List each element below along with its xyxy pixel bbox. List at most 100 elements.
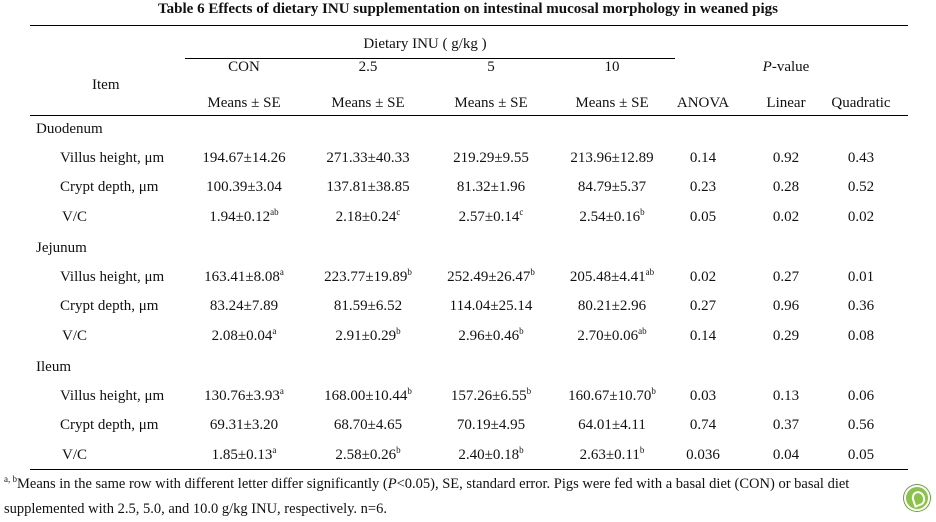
p-value-suffix: -value <box>771 59 810 75</box>
mean-se-text: 2.57±0.14 <box>458 209 520 225</box>
header-level-5: 5 <box>487 59 495 75</box>
linear-p-value: 0.27 <box>772 269 800 285</box>
row-label: Villus height, μm <box>60 150 165 166</box>
row-label: Crypt depth, μm <box>60 417 159 433</box>
significance-letter: b <box>530 267 535 277</box>
header-p-value: P-value <box>763 58 810 76</box>
mean-se-text: 219.29±9.55 <box>453 150 529 166</box>
mean-se-value: 157.26±6.55b <box>451 387 531 405</box>
mean-se-value: 130.76±3.93a <box>204 387 284 405</box>
mean-se-value: 100.39±3.04 <box>206 178 282 196</box>
mean-se-text: 1.94±0.12 <box>209 209 271 225</box>
anova-p-value: 0.036 <box>686 447 720 463</box>
linear-p-value: 0.29 <box>772 328 800 344</box>
mean-se-text: 137.81±38.85 <box>326 179 410 195</box>
group-rule <box>185 58 675 59</box>
significance-letter: b <box>407 267 412 277</box>
significance-letter: a <box>272 445 277 455</box>
mean-se-value: 2.40±0.18b <box>458 446 523 464</box>
mean-se-value: 160.67±10.70b <box>568 387 656 405</box>
mean-se-value: 252.49±26.47b <box>447 268 535 286</box>
mean-se-text: 114.04±25.14 <box>449 298 533 314</box>
mean-se-value: 168.00±10.44b <box>324 387 412 405</box>
significance-letter: ab <box>645 267 655 277</box>
anova-p-value: 0.03 <box>689 388 717 404</box>
mean-se-value: 81.32±1.96 <box>457 178 525 196</box>
mean-se-value: 80.21±2.96 <box>578 297 646 315</box>
anova-p-value: 0.23 <box>689 179 717 195</box>
p-italic: P <box>762 59 772 75</box>
mean-se-value: 223.77±19.89b <box>324 268 412 286</box>
row-label: Villus height, μm <box>60 388 165 404</box>
mean-se-value: 213.96±12.89 <box>570 149 653 167</box>
footnote-p-italic: P <box>387 476 397 492</box>
linear-p-value: 0.04 <box>772 447 800 463</box>
quadratic-p-value: 0.08 <box>847 328 875 344</box>
row-label: V/C <box>62 209 88 225</box>
mean-se-text: 252.49±26.47 <box>447 269 531 285</box>
linear-p-value: 0.92 <box>772 150 800 166</box>
significance-letter: c <box>519 207 524 217</box>
header-level-10: 10 <box>604 59 620 75</box>
mean-se-text: 81.32±1.96 <box>456 179 526 195</box>
quadratic-p-value: 0.52 <box>847 179 875 195</box>
mean-se-value: 219.29±9.55 <box>453 149 529 167</box>
section-label: Ileum <box>36 359 71 375</box>
mean-se-text: 168.00±10.44 <box>324 388 408 404</box>
mean-se-text: 205.48±4.41 <box>569 269 646 285</box>
anova-p-value: 0.02 <box>689 269 717 285</box>
bottom-rule <box>30 469 908 470</box>
mean-se-text: 80.21±2.96 <box>577 298 647 314</box>
mean-se-value: 271.33±40.33 <box>326 149 409 167</box>
anova-p-value: 0.05 <box>689 209 717 225</box>
mean-se-text: 223.77±19.89 <box>324 269 408 285</box>
mean-se-text: 2.40±0.18 <box>458 447 520 463</box>
mean-se-text: 163.41±8.08 <box>204 269 280 285</box>
mean-se-value: 2.96±0.46b <box>458 327 523 345</box>
table-title: Table 6 Effects of dietary INU supplemen… <box>158 1 778 17</box>
mean-se-value: 137.81±38.85 <box>326 178 409 196</box>
quadratic-p-value: 0.06 <box>847 388 875 404</box>
mean-se-text: 2.18±0.24 <box>335 209 397 225</box>
mean-se-value: 68.70±4.65 <box>334 416 402 434</box>
row-label: V/C <box>62 328 88 344</box>
linear-p-value: 0.37 <box>772 417 800 433</box>
header-quadratic: Quadratic <box>831 95 891 111</box>
mean-se-value: 81.59±6.52 <box>334 297 402 315</box>
section-label: Duodenum <box>36 121 103 137</box>
mean-se-text: 64.01±4.11 <box>578 417 646 433</box>
significance-letter: b <box>640 207 645 217</box>
row-label: Villus height, μm <box>60 269 165 285</box>
row-label: V/C <box>62 447 88 463</box>
footnote: a, bMeans in the same row with different… <box>4 472 930 522</box>
mean-se-text: 2.91±0.29 <box>335 328 397 344</box>
header-means-se-2-5: Means ± SE <box>331 95 405 111</box>
header-linear: Linear <box>766 95 806 111</box>
mean-se-text: 70.19±4.95 <box>456 417 526 433</box>
significance-letter: b <box>407 386 412 396</box>
header-rule <box>30 115 908 116</box>
mean-se-value: 2.58±0.26b <box>335 446 400 464</box>
mean-se-text: 160.67±10.70 <box>568 388 652 404</box>
linear-p-value: 0.28 <box>772 179 800 195</box>
quadratic-p-value: 0.56 <box>847 417 875 433</box>
anova-p-value: 0.14 <box>689 328 717 344</box>
footnote-part2: <0.05), SE, standard error. Pigs were fe… <box>4 476 850 517</box>
mean-se-value: 70.19±4.95 <box>457 416 525 434</box>
header-dietary-inu: Dietary INU ( g/kg ) <box>363 36 487 52</box>
mean-se-value: 2.70±0.06ab <box>577 327 646 345</box>
mean-se-value: 163.41±8.08a <box>204 268 284 286</box>
mean-se-value: 2.57±0.14c <box>459 208 524 226</box>
quadratic-p-value: 0.43 <box>847 150 875 166</box>
row-label: Crypt depth, μm <box>60 179 159 195</box>
significance-letter: a <box>272 326 277 336</box>
header-means-se-con: Means ± SE <box>207 95 281 111</box>
mean-se-text: 194.67±14.26 <box>202 150 286 166</box>
mean-se-text: 2.54±0.16 <box>579 209 641 225</box>
quadratic-p-value: 0.36 <box>847 298 875 314</box>
mean-se-text: 2.70±0.06 <box>577 328 639 344</box>
header-level-2-5: 2.5 <box>358 59 378 75</box>
mean-se-text: 2.08±0.04 <box>211 328 273 344</box>
mean-se-text: 100.39±3.04 <box>206 179 282 195</box>
footnote-part1: Means in the same row with different let… <box>17 476 388 492</box>
